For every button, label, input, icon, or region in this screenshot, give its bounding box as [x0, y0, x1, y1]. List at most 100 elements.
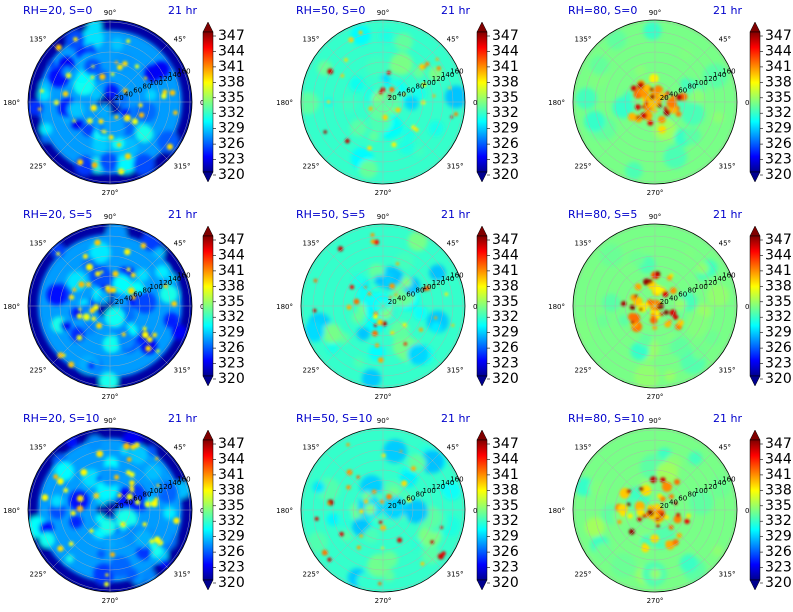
- angle-tick-label: 0°: [745, 99, 753, 107]
- angle-tick-label: 90°: [377, 9, 389, 17]
- colorbar-extend-max: [202, 429, 214, 441]
- radial-tick-label: 60: [678, 291, 687, 299]
- colorbar-tick-label: 326: [765, 544, 792, 560]
- colorbar-tick-label: 335: [765, 294, 792, 310]
- colorbar-gradient: [749, 31, 761, 173]
- radial-tick-label: 20: [388, 94, 397, 102]
- panel-time: 21 hr: [168, 412, 197, 425]
- colorbar-gradient: [749, 439, 761, 581]
- polar-panel: 2040608010012014016090°45°0°315°270°225°…: [3, 4, 245, 197]
- angle-tick-label: 90°: [104, 417, 116, 425]
- colorbar-tick-label: 335: [765, 498, 792, 514]
- radial-tick-label: 60: [406, 495, 415, 503]
- colorbar-tick-label: 326: [492, 544, 519, 560]
- radial-tick-label: 160: [450, 271, 463, 279]
- radial-tick-label: 120: [432, 279, 445, 287]
- polar-grid: [301, 20, 465, 184]
- polar-frame: [300, 427, 466, 593]
- colorbar-tick-label: 341: [218, 263, 245, 279]
- angle-tick-label: 45°: [447, 239, 459, 247]
- angle-tick-label: 135°: [574, 239, 591, 247]
- angle-tick-label: 135°: [29, 443, 46, 451]
- radial-tick-label: 60: [133, 495, 142, 503]
- radial-tick-label: 140: [441, 479, 454, 487]
- radial-tick-label: 60: [133, 87, 142, 95]
- colorbar-tick-label: 344: [218, 451, 245, 467]
- angle-tick-label: 90°: [104, 213, 116, 221]
- colorbar-tick-label: 323: [765, 356, 792, 372]
- colorbar-tick-label: 323: [765, 152, 792, 168]
- radial-tick-label: 120: [159, 75, 172, 83]
- panel-title: RH=80, S=5: [568, 208, 637, 221]
- radial-tick-label: 120: [704, 279, 717, 287]
- colorbar-tick-label: 323: [218, 356, 245, 372]
- polar-frame: [27, 223, 193, 389]
- colorbar-tick-label: 341: [492, 467, 519, 483]
- colorbar-tick-label: 338: [218, 74, 245, 90]
- radial-tick-label: 140: [713, 479, 726, 487]
- angle-tick-label: 45°: [447, 35, 459, 43]
- angle-tick-label: 90°: [377, 213, 389, 221]
- radial-tick-label: 160: [177, 67, 190, 75]
- angle-tick-label: 225°: [574, 367, 591, 375]
- angle-tick-label: 270°: [647, 597, 664, 605]
- colorbar-tick-label: 329: [218, 529, 245, 545]
- colorbar-tick-label: 326: [765, 340, 792, 356]
- colorbar-extend-max: [749, 225, 761, 237]
- colorbar-tick-label: 344: [492, 451, 519, 467]
- angle-tick-label: 180°: [3, 303, 20, 311]
- colorbar-tick-label: 338: [492, 482, 519, 498]
- radial-tick-label: 100: [150, 283, 163, 291]
- polar-panel: 2040608010012014016090°45°0°315°270°225°…: [276, 4, 519, 197]
- colorbar-extend-min: [202, 171, 214, 183]
- radial-tick-label: 160: [722, 271, 735, 279]
- colorbar-tick-label: 344: [218, 43, 245, 59]
- angle-tick-label: 180°: [3, 507, 20, 515]
- colorbar-tick-label: 329: [218, 121, 245, 137]
- colorbar-tick-label: 329: [492, 121, 519, 137]
- radial-tick-label: 80: [687, 491, 696, 499]
- colorbar-extend-min: [476, 579, 488, 591]
- colorbar-gradient: [476, 235, 488, 377]
- colorbar-tick-label: 347: [218, 28, 245, 44]
- angle-tick-label: 270°: [102, 393, 119, 401]
- angle-tick-label: 270°: [375, 597, 392, 605]
- angle-tick-label: 180°: [276, 303, 293, 311]
- colorbar-tick-label: 347: [492, 232, 519, 248]
- angle-tick-label: 90°: [649, 9, 661, 17]
- angle-tick-label: 135°: [29, 239, 46, 247]
- colorbar-tick-label: 329: [492, 325, 519, 341]
- colorbar-tick-label: 338: [218, 278, 245, 294]
- colorbar-tick-label: 320: [765, 371, 792, 387]
- colorbar-tick-label: 335: [218, 294, 245, 310]
- radial-tick-label: 140: [168, 275, 181, 283]
- colorbar-tick-label: 338: [218, 482, 245, 498]
- radial-tick-label: 140: [713, 71, 726, 79]
- angle-tick-label: 315°: [719, 367, 736, 375]
- colorbar-tick-label: 347: [492, 28, 519, 44]
- colorbar-extend-min: [749, 579, 761, 591]
- angle-tick-label: 90°: [104, 9, 116, 17]
- radial-tick-label: 120: [159, 279, 172, 287]
- radial-tick-label: 120: [704, 483, 717, 491]
- colorbar-gradient: [202, 235, 214, 377]
- radial-tick-label: 40: [669, 90, 678, 98]
- panel-time: 21 hr: [168, 208, 197, 221]
- angle-tick-label: 90°: [649, 417, 661, 425]
- polar-frame: [572, 223, 738, 389]
- panel-time: 21 hr: [168, 4, 197, 17]
- colorbar-tick-label: 326: [218, 136, 245, 152]
- angle-tick-label: 315°: [719, 571, 736, 579]
- angle-tick-label: 180°: [276, 99, 293, 107]
- panel-time: 21 hr: [441, 412, 470, 425]
- radial-tick-label: 100: [423, 283, 436, 291]
- colorbar-tick-label: 323: [492, 152, 519, 168]
- colorbar-tick-label: 320: [492, 371, 519, 387]
- panel-title: RH=80, S=10: [568, 412, 644, 425]
- radial-tick-label: 20: [115, 298, 124, 306]
- angle-tick-label: 270°: [647, 393, 664, 401]
- radial-tick-label: 20: [115, 94, 124, 102]
